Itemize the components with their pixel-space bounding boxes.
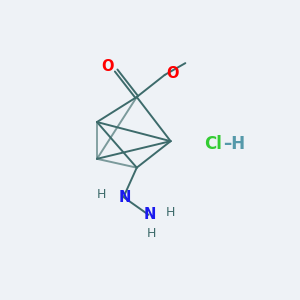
- Text: –H: –H: [224, 135, 246, 153]
- Text: N: N: [144, 207, 156, 222]
- Text: O: O: [167, 66, 179, 81]
- Text: Cl: Cl: [204, 135, 222, 153]
- Text: H: H: [147, 227, 156, 240]
- Text: H: H: [97, 188, 106, 201]
- Text: N: N: [119, 190, 131, 205]
- Text: O: O: [102, 59, 114, 74]
- Text: H: H: [166, 206, 175, 219]
